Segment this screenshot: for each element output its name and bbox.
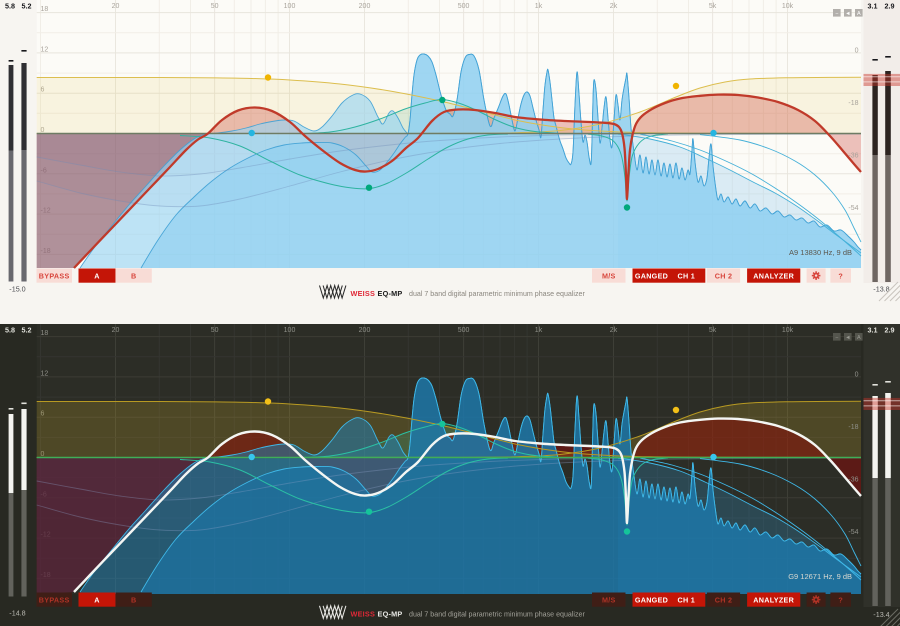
svg-text:B: B [131, 271, 137, 280]
svg-text:WEISS: WEISS [351, 289, 376, 298]
svg-text:50: 50 [211, 327, 219, 334]
svg-text:CH 2: CH 2 [715, 271, 733, 280]
svg-text:CH 1: CH 1 [678, 271, 696, 280]
svg-text:500: 500 [458, 327, 470, 334]
svg-text:B: B [131, 595, 137, 604]
svg-text:100: 100 [284, 3, 296, 10]
svg-text:A: A [94, 271, 100, 280]
svg-text:50: 50 [211, 3, 219, 10]
svg-text:0: 0 [855, 372, 859, 379]
svg-text:-15.0: -15.0 [9, 285, 25, 294]
svg-text:12: 12 [41, 370, 49, 377]
svg-text:2.9: 2.9 [885, 1, 895, 10]
svg-text:20: 20 [112, 327, 120, 334]
svg-text:200: 200 [359, 3, 371, 10]
svg-text:A: A [857, 335, 861, 341]
svg-text:◄: ◄ [845, 335, 850, 341]
svg-text:CH 1: CH 1 [678, 595, 696, 604]
svg-text:5.8: 5.8 [5, 1, 15, 10]
svg-text:dual 7 band digital parametric: dual 7 band digital parametric minimum p… [409, 290, 585, 298]
svg-text:-54: -54 [848, 205, 858, 212]
svg-text:M/S: M/S [602, 595, 616, 604]
svg-text:M/S: M/S [602, 271, 616, 280]
svg-text:G9 12671 Hz, 9 dB: G9 12671 Hz, 9 dB [788, 572, 852, 581]
svg-text:6: 6 [41, 87, 45, 94]
svg-text:200: 200 [359, 327, 371, 334]
svg-text:18: 18 [41, 330, 49, 337]
svg-text:A: A [857, 11, 861, 17]
svg-text:-18: -18 [848, 100, 858, 107]
svg-text:◄: ◄ [845, 11, 850, 17]
svg-text:BYPASS: BYPASS [39, 595, 70, 604]
svg-text:WEISS: WEISS [351, 609, 376, 618]
svg-text:1k: 1k [535, 327, 543, 334]
svg-text:5k: 5k [709, 327, 717, 334]
svg-text:0: 0 [41, 127, 45, 134]
svg-text:EQ-MP: EQ-MP [378, 609, 403, 618]
svg-text:?: ? [838, 271, 843, 280]
svg-text:5k: 5k [709, 3, 717, 10]
svg-text:2k: 2k [610, 327, 618, 334]
svg-text:A: A [94, 595, 100, 604]
svg-text:20: 20 [112, 3, 120, 10]
svg-text:5.2: 5.2 [22, 325, 32, 334]
svg-text:−: − [835, 335, 838, 341]
svg-text:ANALYZER: ANALYZER [753, 271, 794, 280]
svg-text:0: 0 [855, 48, 859, 55]
svg-text:-13.8: -13.8 [873, 285, 889, 294]
svg-text:GANGED: GANGED [635, 595, 668, 604]
svg-text:EQ-MP: EQ-MP [378, 289, 403, 298]
svg-text:3.1: 3.1 [868, 1, 878, 10]
svg-text:0: 0 [41, 451, 45, 458]
svg-text:5.2: 5.2 [22, 1, 32, 10]
svg-text:BYPASS: BYPASS [39, 271, 70, 280]
svg-text:2.9: 2.9 [885, 325, 895, 334]
svg-text:ANALYZER: ANALYZER [753, 595, 794, 604]
svg-text:5.8: 5.8 [5, 325, 15, 334]
svg-text:500: 500 [458, 3, 470, 10]
svg-text:-36: -36 [848, 477, 858, 484]
svg-text:18: 18 [41, 6, 49, 13]
svg-text:10k: 10k [782, 3, 794, 10]
svg-text:1k: 1k [535, 3, 543, 10]
svg-text:-13.4: -13.4 [873, 610, 889, 619]
svg-text:6: 6 [41, 411, 45, 418]
svg-text:12: 12 [41, 46, 49, 53]
svg-text:?: ? [838, 595, 843, 604]
svg-text:3.1: 3.1 [868, 325, 878, 334]
svg-text:−: − [835, 11, 838, 17]
svg-text:-18: -18 [848, 424, 858, 431]
svg-text:-36: -36 [848, 153, 858, 160]
svg-text:10k: 10k [782, 327, 794, 334]
svg-text:2k: 2k [610, 3, 618, 10]
svg-text:GANGED: GANGED [635, 271, 668, 280]
svg-text:dual 7 band digital parametric: dual 7 band digital parametric minimum p… [409, 610, 585, 618]
svg-text:-54: -54 [848, 529, 858, 536]
svg-text:-14.8: -14.8 [9, 609, 25, 618]
svg-text:100: 100 [284, 327, 296, 334]
svg-text:A9 13830 Hz, 9 dB: A9 13830 Hz, 9 dB [789, 248, 852, 257]
svg-text:CH 2: CH 2 [715, 595, 733, 604]
